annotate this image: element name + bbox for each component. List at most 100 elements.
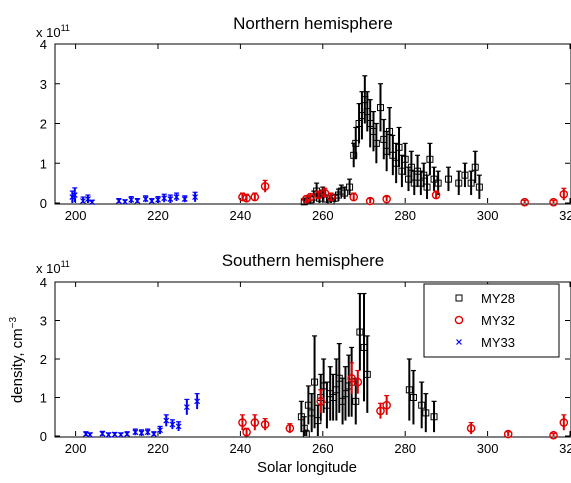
data-marker xyxy=(430,175,438,183)
data-marker xyxy=(99,430,106,437)
data-marker xyxy=(346,183,354,191)
southern-title: Southern hemisphere xyxy=(222,251,385,270)
data-marker xyxy=(117,431,124,438)
southern-point xyxy=(242,427,251,437)
data-marker xyxy=(105,431,112,438)
southern-point xyxy=(260,418,270,431)
northern-ytick-label: 4 xyxy=(40,37,47,52)
data-marker xyxy=(549,197,558,207)
data-marker xyxy=(115,198,122,204)
northern-series-my32 xyxy=(238,179,569,207)
southern-point xyxy=(163,414,170,427)
data-marker xyxy=(163,417,170,424)
data-marker xyxy=(306,192,315,202)
data-marker xyxy=(128,196,135,203)
northern-point xyxy=(376,83,384,132)
northern-point xyxy=(401,142,409,176)
data-marker xyxy=(455,179,463,187)
northern-point xyxy=(181,195,188,203)
data-marker xyxy=(382,194,391,204)
legend-label: MY28 xyxy=(481,291,515,306)
northern-point xyxy=(389,134,397,176)
northern-point xyxy=(85,194,91,203)
southern-xtick-label: 200 xyxy=(65,441,87,456)
data-marker xyxy=(167,196,174,202)
data-marker xyxy=(138,429,145,436)
northern-point xyxy=(242,193,251,203)
northern-ytick-label: 2 xyxy=(40,117,47,132)
southern-xtick-label: 240 xyxy=(230,441,252,456)
legend-item-my32: MY32 xyxy=(454,313,515,328)
data-marker xyxy=(520,197,529,207)
northern-point xyxy=(173,192,180,202)
data-marker xyxy=(372,139,380,147)
data-marker xyxy=(376,406,385,416)
southern-point xyxy=(316,389,326,413)
data-marker xyxy=(422,409,430,417)
northern-point xyxy=(115,198,122,204)
data-marker xyxy=(407,163,415,171)
southern-ytick-label: 3 xyxy=(40,314,47,329)
southern-point xyxy=(144,428,151,436)
data-marker xyxy=(260,182,270,191)
northern-point xyxy=(559,187,569,201)
northern-xtick-label: 200 xyxy=(65,208,87,223)
data-marker xyxy=(320,188,330,198)
northern-title: Northern hemisphere xyxy=(233,14,393,33)
data-marker xyxy=(134,198,141,204)
southern-point xyxy=(169,419,176,430)
y-axis-label: density, cm−3 xyxy=(8,316,26,403)
data-marker xyxy=(386,127,394,135)
southern-point xyxy=(422,393,430,433)
northern-point xyxy=(346,178,354,196)
northern-point xyxy=(386,106,394,156)
data-marker xyxy=(353,377,363,387)
northern-xtick-label: 220 xyxy=(147,208,169,223)
southern-point xyxy=(430,400,438,433)
southern-point xyxy=(124,431,131,437)
northern-point xyxy=(71,187,78,203)
data-marker xyxy=(431,190,441,200)
southern-point xyxy=(360,292,368,402)
southern-point xyxy=(99,430,106,437)
northern-xtick-label: 300 xyxy=(477,208,499,223)
data-marker xyxy=(430,413,438,421)
northern-point xyxy=(155,196,161,203)
southern-point xyxy=(238,414,247,431)
legend: MY28 MY32 MY33 xyxy=(423,283,560,358)
data-marker xyxy=(559,189,569,199)
southern-point xyxy=(138,429,145,436)
data-marker xyxy=(475,183,483,191)
data-marker xyxy=(192,194,199,200)
southern-point xyxy=(111,431,118,438)
data-marker xyxy=(148,198,155,204)
northern-point xyxy=(320,187,330,198)
southern-ytick-label: 0 xyxy=(40,429,47,444)
northern-ytick-label: 0 xyxy=(40,196,47,211)
data-marker xyxy=(122,198,128,205)
data-marker xyxy=(467,179,475,187)
legend-marker xyxy=(456,339,462,345)
data-marker xyxy=(260,420,270,429)
northern-point xyxy=(426,142,434,176)
northern-point xyxy=(80,196,86,204)
southern-series-my32 xyxy=(238,362,569,440)
data-marker xyxy=(144,429,151,436)
data-marker xyxy=(409,394,417,401)
data-marker xyxy=(161,195,168,202)
data-marker xyxy=(132,429,139,436)
northern-xtick-label: 260 xyxy=(312,208,334,223)
northern-point xyxy=(167,194,174,203)
data-marker xyxy=(471,163,479,171)
northern-point xyxy=(431,190,441,200)
southern-point xyxy=(503,429,513,439)
data-marker xyxy=(341,189,349,197)
data-marker xyxy=(150,431,157,437)
data-marker xyxy=(549,430,558,440)
northern-point xyxy=(326,192,336,202)
data-marker xyxy=(426,155,434,163)
data-marker xyxy=(349,192,359,202)
southern-ytick-label: 1 xyxy=(40,391,47,406)
southern-point xyxy=(311,335,319,429)
